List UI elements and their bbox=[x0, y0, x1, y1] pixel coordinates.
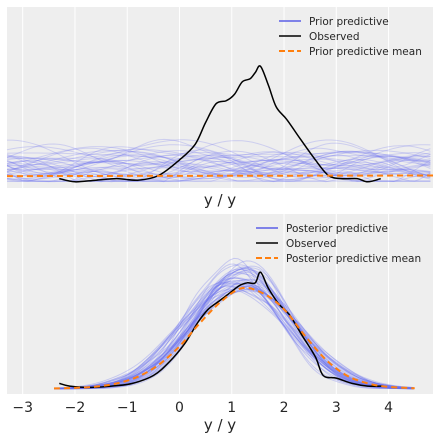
xtick-label: 1 bbox=[227, 400, 236, 416]
observed-line bbox=[59, 65, 381, 183]
predictive-sample-line bbox=[6, 144, 431, 174]
legend-entry: Posterior predictive bbox=[286, 223, 388, 235]
predictive-sample-line bbox=[54, 260, 414, 390]
predictive-sample-line bbox=[6, 156, 431, 182]
predictive-sample-line bbox=[6, 146, 431, 166]
xtick-label: −2 bbox=[65, 400, 86, 416]
predictive-sample-line bbox=[6, 156, 431, 181]
predictive-sample-line bbox=[6, 163, 431, 183]
xtick-label: −1 bbox=[117, 400, 138, 416]
predictive-sample-line bbox=[6, 172, 431, 177]
predictive-sample-line bbox=[6, 152, 431, 182]
predictive-mean-line bbox=[6, 174, 434, 178]
xtick-label: 0 bbox=[175, 400, 184, 416]
predictive-sample-line bbox=[6, 152, 431, 178]
predictive-sample-line bbox=[6, 159, 431, 175]
prior-series bbox=[6, 65, 434, 183]
posterior-legend: Posterior predictive Observed Posterior pr… bbox=[256, 223, 421, 265]
predictive-mean-line bbox=[53, 286, 415, 390]
predictive-sample-line bbox=[6, 145, 431, 181]
posterior-grid bbox=[22, 214, 390, 394]
predictive-sample-line bbox=[6, 142, 431, 178]
posterior-xlabel: y / y bbox=[204, 416, 236, 434]
prior-legend: Prior predictive Observed Prior predictive… bbox=[279, 16, 422, 58]
legend-entry: Posterior predictive mean bbox=[286, 253, 421, 265]
observed-line bbox=[59, 271, 384, 389]
legend-entry: Prior predictive bbox=[309, 16, 389, 28]
predictive-sample-line bbox=[7, 158, 431, 182]
predictive-sample-line bbox=[6, 151, 431, 169]
predictive-sample-line bbox=[53, 280, 414, 389]
xtick-label: −3 bbox=[12, 400, 33, 416]
xtick-label: 2 bbox=[280, 400, 289, 416]
predictive-sample-line bbox=[54, 267, 414, 390]
predictive-sample-line bbox=[6, 151, 431, 178]
predictive-sample-line bbox=[6, 139, 431, 179]
posterior-series bbox=[53, 271, 415, 390]
legend-entry: Observed bbox=[286, 238, 337, 250]
predictive-sample-line bbox=[6, 154, 431, 183]
xtick-label: 4 bbox=[384, 400, 393, 416]
legend-entry: Observed bbox=[309, 31, 360, 43]
predictive-sample-line bbox=[6, 150, 431, 182]
predictive-sample-line bbox=[6, 153, 431, 178]
legend-entry: Prior predictive mean bbox=[309, 46, 422, 58]
predictive-sample-line bbox=[6, 154, 431, 183]
predictive-sample-line bbox=[53, 288, 414, 390]
predictive-sample-line bbox=[6, 143, 431, 177]
predictive-sample-line bbox=[54, 265, 414, 390]
prior-grid bbox=[22, 7, 390, 188]
predictive-sample-line bbox=[6, 160, 431, 180]
predictive-sample-line bbox=[6, 159, 431, 183]
predictive-sample-line bbox=[6, 138, 431, 177]
xtick-label: 3 bbox=[332, 400, 341, 416]
predictive-sample-line bbox=[6, 156, 431, 182]
predictive-sample-line bbox=[53, 279, 414, 389]
predictive-sample-line bbox=[6, 149, 431, 182]
prior-xlabel: y / y bbox=[204, 191, 236, 209]
predictive-sample-line bbox=[53, 283, 414, 389]
prior-plot-area bbox=[7, 7, 433, 188]
predictive-sample-line bbox=[6, 149, 431, 173]
predictive-sample-line bbox=[6, 148, 431, 166]
posterior-xticks: −3 −2 −1 0 1 2 3 4 bbox=[12, 400, 393, 416]
predictive-sample-line bbox=[6, 158, 431, 180]
predictive-sample-line bbox=[54, 269, 414, 390]
predictive-sample-line bbox=[53, 285, 414, 389]
posterior-panel: −3 −2 −1 0 1 2 3 4 y / y Posterior predictive Ob… bbox=[7, 214, 433, 434]
predictive-sample-line bbox=[6, 147, 431, 173]
posterior-plot-area bbox=[7, 214, 433, 394]
predictive-sample-line bbox=[6, 155, 431, 165]
